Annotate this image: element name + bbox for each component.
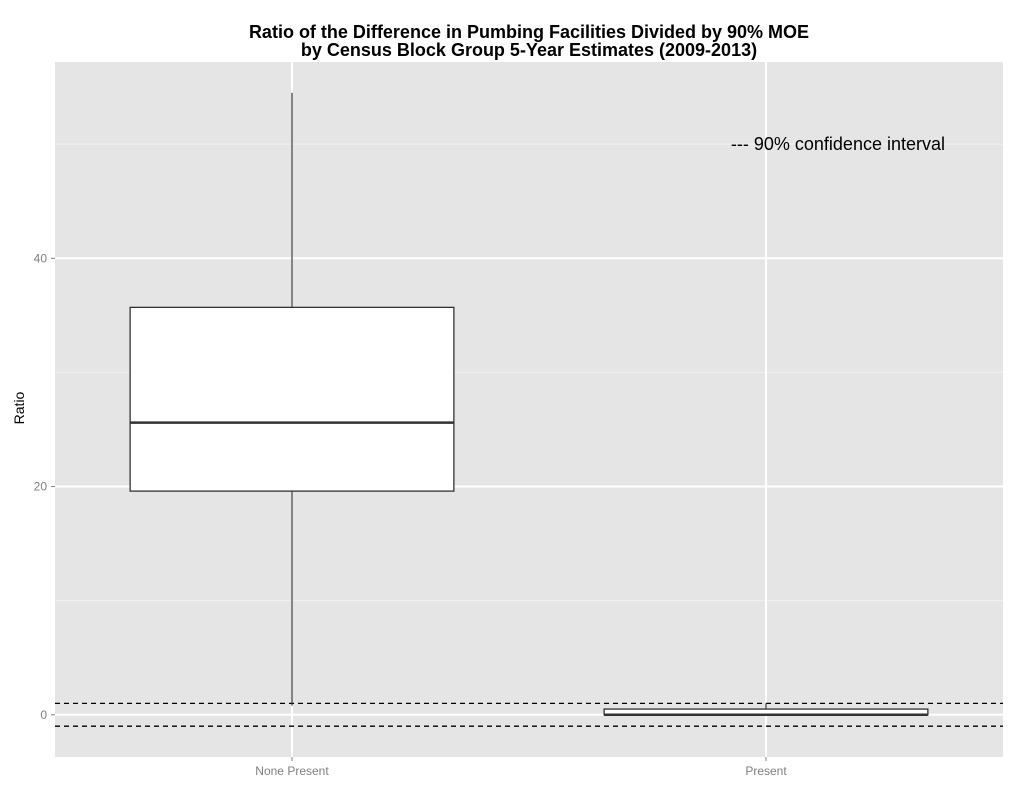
y-tick-label: 40 [34,251,48,265]
chart-subtitle: by Census Block Group 5-Year Estimates (… [301,40,757,60]
x-tick-label: None Present [255,764,329,778]
box-present [603,703,929,717]
x-tick-label: Present [745,764,787,778]
boxes-layer [129,92,929,717]
y-axis-title: Ratio [11,391,27,424]
box-none-present [129,92,455,706]
y-tick-label: 0 [40,708,47,722]
confidence-interval-annotation: --- 90% confidence interval [731,134,945,154]
chart-title: Ratio of the Difference in Pumbing Facil… [249,22,809,42]
axis-ticks: 0 20 40 None Present Present [34,251,788,778]
y-tick-label: 20 [34,480,48,494]
box-iqr [129,306,455,492]
